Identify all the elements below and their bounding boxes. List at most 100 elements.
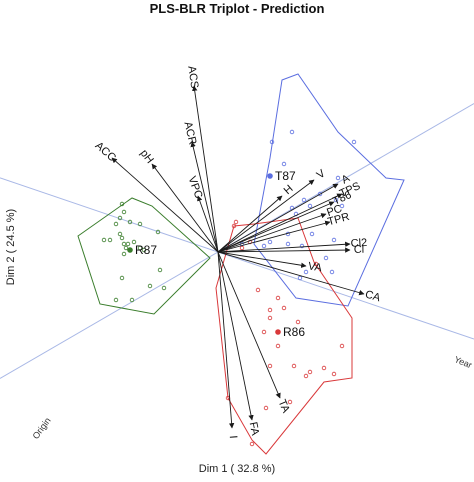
point-t87 (269, 139, 275, 145)
arrow-va (217, 251, 307, 268)
point-r87 (123, 245, 129, 251)
point-r87 (131, 239, 137, 245)
point-r87 (141, 247, 147, 253)
axis-lines: Origin Year (0, 103, 474, 441)
point-t87 (309, 231, 315, 237)
y-axis-label: Dim 2 ( 24.5 %) (5, 209, 17, 285)
point-r87 (113, 297, 119, 303)
point-t87 (331, 237, 337, 243)
point-t87 (339, 203, 345, 209)
arrow-fa (217, 251, 254, 421)
point-t87 (301, 197, 307, 203)
point-r87 (121, 209, 127, 215)
variable-label-fa: FA (247, 421, 262, 437)
arrow-ph (151, 163, 219, 253)
variable-label-cl2: Cl2 (350, 237, 367, 250)
point-r87 (121, 241, 127, 247)
arrow-ca (217, 251, 365, 296)
point-t87 (303, 269, 309, 275)
point-r87 (119, 235, 125, 241)
point-t87 (307, 203, 313, 209)
point-r87 (101, 237, 107, 243)
variable-label-acr: ACR (181, 121, 198, 146)
centroid-r86 (275, 329, 281, 335)
arrow-h (217, 195, 283, 253)
point-r86 (267, 363, 273, 369)
point-r86 (261, 329, 267, 335)
point-t87 (285, 241, 291, 247)
point-r86 (303, 373, 309, 379)
year-axis-line (0, 177, 474, 340)
point-r86 (339, 343, 345, 349)
point-r86 (267, 315, 273, 321)
arrow-t86 (217, 201, 335, 253)
point-t87 (323, 255, 329, 261)
variable-arrows (111, 85, 365, 429)
point-t87 (261, 243, 267, 249)
centroid-label-r87: R87 (135, 243, 157, 257)
point-r87 (125, 241, 131, 247)
variable-label-tpr: TPR (326, 211, 350, 228)
point-r87 (121, 251, 127, 257)
arrow-cl (217, 247, 351, 253)
arrow-acr (190, 141, 219, 253)
arrow-i (217, 251, 235, 429)
x-axis-label: Dim 1 ( 32.8 %) (199, 463, 275, 475)
hull-t87 (253, 73, 405, 307)
hull-r87 (77, 197, 211, 315)
point-r86 (233, 219, 239, 225)
variable-label-ta: TA (275, 398, 291, 415)
point-r86 (321, 365, 327, 371)
variable-label-ca: CA (364, 289, 383, 305)
arrow-a (217, 183, 339, 253)
point-t87 (267, 239, 273, 245)
point-t87 (329, 269, 335, 275)
point-r86 (291, 363, 297, 369)
point-r87 (157, 267, 163, 273)
arrow-acs (192, 85, 219, 253)
point-r87 (137, 245, 143, 251)
variable-label-acs: ACS (185, 65, 200, 89)
point-r87 (137, 221, 143, 227)
point-r86 (313, 261, 319, 267)
variable-label-ph: pH (138, 148, 156, 166)
point-r87 (155, 229, 161, 235)
variable-label-i: I (227, 435, 239, 439)
point-r87 (113, 221, 119, 227)
point-r87 (117, 231, 123, 237)
point-r87 (117, 215, 123, 221)
variable-label-va: VA (307, 260, 323, 274)
point-r86 (249, 441, 255, 447)
point-t87 (289, 129, 295, 135)
point-r86 (275, 343, 281, 349)
year-axis-label: Year (453, 354, 474, 370)
variable-label-vpc: VPC (186, 175, 205, 200)
arrow-cl2 (217, 241, 351, 253)
arrow-tps (217, 193, 343, 253)
group-points (101, 129, 357, 447)
group-hulls (77, 73, 405, 455)
arrow-ta (217, 251, 281, 399)
point-t87 (351, 139, 357, 145)
point-r86 (287, 399, 293, 405)
point-t87 (297, 275, 303, 281)
point-r87 (119, 275, 125, 281)
point-r86 (275, 295, 281, 301)
point-t87 (335, 175, 341, 181)
arrow-tpr (217, 220, 331, 253)
point-r86 (281, 305, 287, 311)
arrow-vpc (197, 195, 219, 253)
chart-title: PLS-BLR Triplot - Prediction (150, 1, 325, 16)
point-t87 (281, 161, 287, 167)
point-r86 (331, 371, 337, 377)
point-t87 (333, 197, 339, 203)
variable-label-v: V (315, 167, 329, 181)
point-r87 (107, 237, 113, 243)
point-r86 (263, 405, 269, 411)
arrow-v (217, 179, 315, 253)
centroid-r87 (127, 247, 133, 253)
centroid-label-r86: R86 (283, 325, 305, 339)
point-r86 (295, 319, 301, 325)
